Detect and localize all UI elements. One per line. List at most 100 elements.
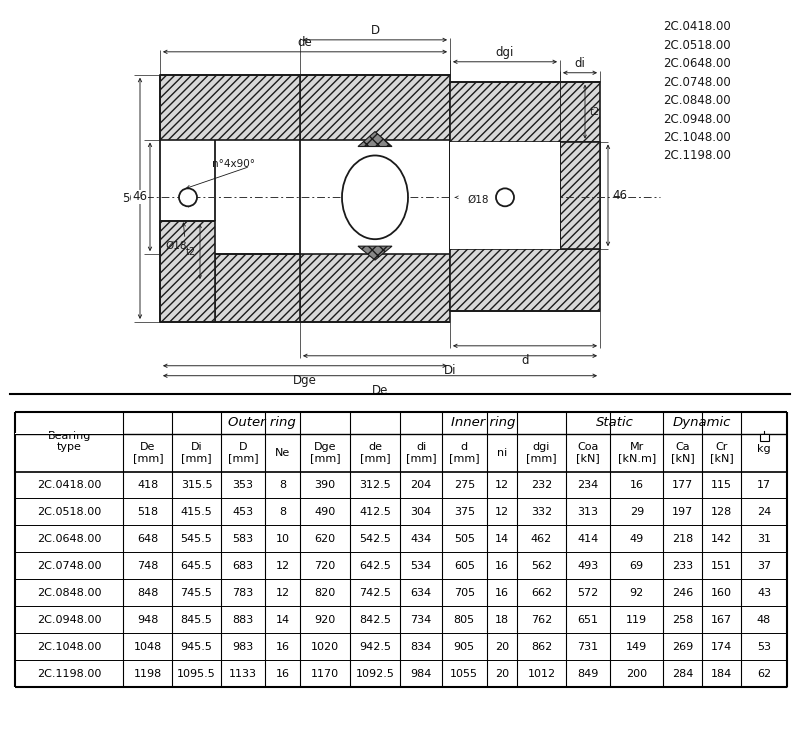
Text: Inner ring: Inner ring (451, 416, 515, 429)
Text: 1170: 1170 (311, 668, 339, 679)
Text: 160: 160 (711, 588, 732, 598)
Text: De
[mm]: De [mm] (133, 442, 163, 464)
Text: 232: 232 (531, 480, 552, 490)
Bar (215, 254, 300, 322)
Text: 142: 142 (711, 534, 732, 544)
Text: 246: 246 (672, 588, 694, 598)
Text: 20: 20 (494, 642, 509, 652)
Text: 720: 720 (314, 561, 336, 571)
Text: 184: 184 (711, 668, 732, 679)
Text: 412.5: 412.5 (359, 507, 391, 517)
Text: 62: 62 (757, 668, 771, 679)
Text: 905: 905 (454, 642, 475, 652)
Text: 490: 490 (314, 507, 336, 517)
Text: 37: 37 (757, 561, 771, 571)
Text: 434: 434 (410, 534, 432, 544)
Text: 177: 177 (672, 480, 694, 490)
Text: 49: 49 (630, 534, 644, 544)
Text: 2C.0518.00: 2C.0518.00 (37, 507, 102, 517)
Text: 542.5: 542.5 (359, 534, 391, 544)
Text: 2C.0848.00: 2C.0848.00 (663, 94, 730, 107)
Text: de: de (298, 36, 312, 49)
Text: 642.5: 642.5 (359, 561, 391, 571)
Text: 2C.0418.00: 2C.0418.00 (37, 480, 102, 490)
Text: D: D (370, 24, 379, 37)
Text: 984: 984 (410, 668, 432, 679)
Text: 1055: 1055 (450, 668, 478, 679)
Text: di
[mm]: di [mm] (406, 442, 437, 464)
Text: 418: 418 (138, 480, 158, 490)
Text: 56: 56 (122, 192, 137, 205)
Text: kg: kg (758, 443, 771, 453)
Text: Bearing
type: Bearing type (47, 431, 91, 453)
Text: 762: 762 (531, 615, 552, 625)
Text: de
[mm]: de [mm] (360, 442, 390, 464)
Text: 12: 12 (276, 561, 290, 571)
Text: 745.5: 745.5 (181, 588, 213, 598)
Text: 29: 29 (630, 507, 644, 517)
Text: 16: 16 (276, 642, 290, 652)
Text: 48: 48 (757, 615, 771, 625)
Text: Coa
[kN]: Coa [kN] (576, 442, 600, 464)
Text: 53: 53 (757, 642, 771, 652)
Bar (560, 141, 600, 249)
Text: 1198: 1198 (134, 668, 162, 679)
Text: 92: 92 (630, 588, 644, 598)
Text: 69: 69 (630, 561, 644, 571)
Text: 275: 275 (454, 480, 475, 490)
Text: 258: 258 (672, 615, 694, 625)
Text: 620: 620 (314, 534, 336, 544)
Text: 2C.0418.00: 2C.0418.00 (663, 20, 730, 34)
Text: 645.5: 645.5 (181, 561, 212, 571)
Text: De: De (372, 383, 388, 397)
Bar (300, 75, 450, 139)
Text: 572: 572 (578, 588, 598, 598)
Text: 353: 353 (233, 480, 254, 490)
Text: 2C.0748.00: 2C.0748.00 (663, 76, 730, 89)
Text: 2C.0948.00: 2C.0948.00 (663, 112, 730, 125)
Bar (450, 141, 560, 249)
Text: d: d (522, 354, 529, 367)
Text: 2C.0648.00: 2C.0648.00 (663, 58, 730, 70)
Text: 24: 24 (757, 507, 771, 517)
Text: 234: 234 (578, 480, 598, 490)
Text: 634: 634 (410, 588, 432, 598)
Text: Dge
[mm]: Dge [mm] (310, 442, 341, 464)
Text: 805: 805 (454, 615, 475, 625)
Text: Di: Di (444, 364, 456, 377)
Text: Mr
[kN.m]: Mr [kN.m] (618, 442, 656, 464)
Text: 1133: 1133 (229, 668, 257, 679)
Text: 662: 662 (531, 588, 552, 598)
Text: Di
[mm]: Di [mm] (182, 442, 212, 464)
Text: Dynamic: Dynamic (673, 416, 731, 429)
Text: 46: 46 (612, 189, 627, 202)
Text: Ca
[kN]: Ca [kN] (671, 442, 694, 464)
Text: 1012: 1012 (527, 668, 555, 679)
Text: 167: 167 (711, 615, 732, 625)
Text: 920: 920 (314, 615, 336, 625)
Text: 8: 8 (279, 480, 286, 490)
Text: ni: ni (497, 448, 507, 458)
Text: Dge: Dge (293, 374, 317, 386)
Text: 46: 46 (132, 190, 147, 203)
Text: 200: 200 (626, 668, 647, 679)
Text: 16: 16 (495, 561, 509, 571)
Text: 2C.0848.00: 2C.0848.00 (37, 588, 102, 598)
Text: D
[mm]: D [mm] (228, 442, 258, 464)
Text: 2C.0518.00: 2C.0518.00 (663, 39, 730, 52)
Text: 2C.0748.00: 2C.0748.00 (37, 561, 102, 571)
Text: Ne: Ne (275, 448, 290, 458)
Text: 115: 115 (711, 480, 732, 490)
Text: 453: 453 (233, 507, 254, 517)
Text: 945.5: 945.5 (181, 642, 213, 652)
Text: 16: 16 (495, 588, 509, 598)
Text: 315.5: 315.5 (181, 480, 212, 490)
Polygon shape (358, 131, 392, 147)
Text: 583: 583 (233, 534, 254, 544)
Text: n°4x90°: n°4x90° (212, 160, 255, 169)
Text: Static: Static (595, 416, 634, 429)
Text: 8: 8 (279, 507, 286, 517)
Bar (160, 75, 300, 139)
Text: 218: 218 (672, 534, 694, 544)
Bar (450, 249, 600, 311)
